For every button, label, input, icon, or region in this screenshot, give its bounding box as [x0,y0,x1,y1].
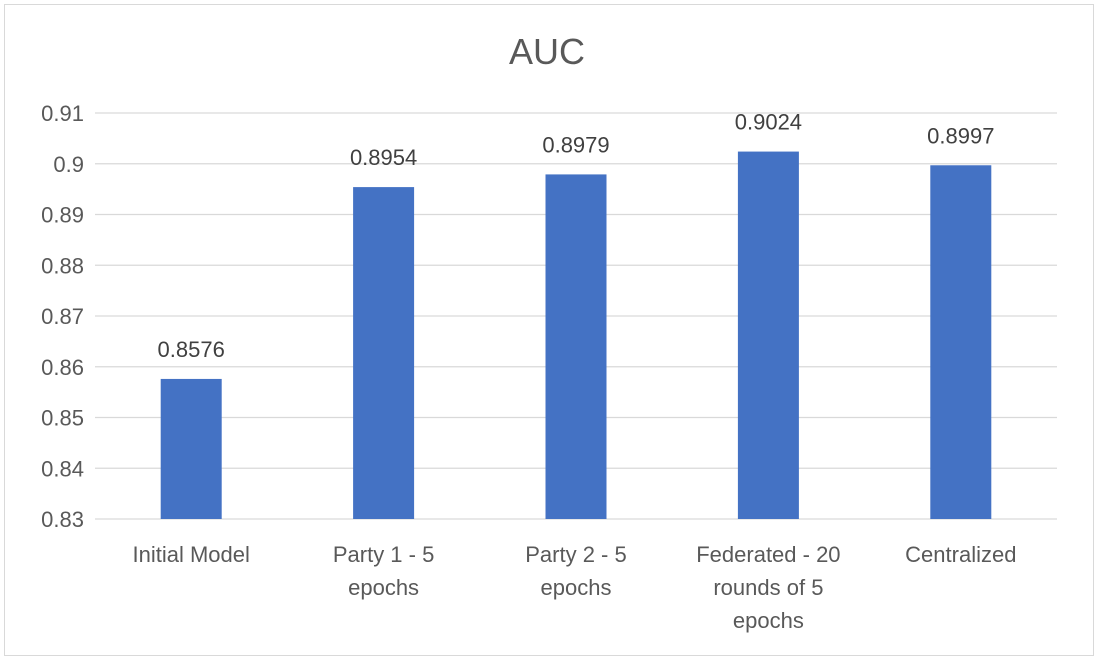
y-tick-label: 0.87 [41,304,84,329]
bars [160,151,992,519]
data-label: 0.8954 [350,145,417,170]
bar [160,378,222,519]
y-tick-label: 0.9 [53,152,84,177]
data-label: 0.8576 [158,337,225,362]
y-tick-label: 0.88 [41,253,84,278]
y-tick-label: 0.84 [41,456,84,481]
bar [545,174,607,519]
x-category-label: rounds of 5 [713,575,823,600]
y-tick-label: 0.89 [41,203,84,228]
y-tick-label: 0.86 [41,355,84,380]
bar [737,151,799,519]
x-axis-categories: Initial Model Party 1 - 5 epochs Party 2 - … [133,542,1017,633]
bar [930,165,992,519]
data-label: 0.8997 [927,123,994,148]
x-category-label: Party 1 - 5 [333,542,434,567]
x-category-label: epochs [541,575,612,600]
x-category-label: Centralized [905,542,1016,567]
x-category-label: epochs [733,608,804,633]
y-tick-label: 0.83 [41,507,84,532]
y-tick-label: 0.85 [41,406,84,431]
y-tick-label: 0.91 [41,101,84,126]
data-labels: 0.8576 0.8954 0.8979 0.9024 0.8997 [158,110,995,362]
x-category-label: Federated - 20 [696,542,840,567]
x-category-label: Initial Model [133,542,250,567]
data-label: 0.9024 [735,110,802,135]
y-axis-ticks: 0.83 0.84 0.85 0.86 0.87 0.88 0.89 0.9 0.91 [41,101,84,532]
bar [353,187,415,519]
x-category-label: epochs [348,575,419,600]
data-label: 0.8979 [542,132,609,157]
chart-title: AUC [509,31,585,72]
x-category-label: Party 2 - 5 [525,542,626,567]
